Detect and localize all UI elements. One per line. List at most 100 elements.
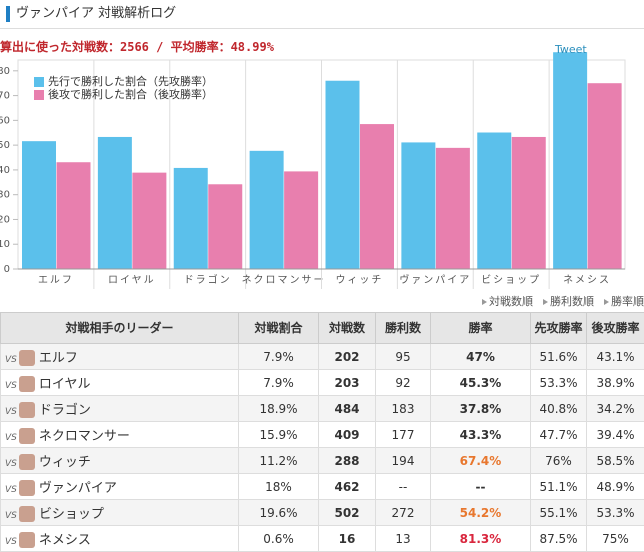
rate-cell: 37.8% <box>431 396 531 422</box>
vs-label: VS <box>5 433 17 443</box>
vs-label: VS <box>5 381 17 391</box>
bar <box>360 124 394 269</box>
wins-cell: 92 <box>376 370 431 396</box>
leader-icon <box>19 428 35 444</box>
vs-label: VS <box>5 485 17 495</box>
sort-link[interactable]: 対戦数順 <box>482 295 533 308</box>
column-header[interactable]: 対戦数 <box>319 313 376 344</box>
bar <box>326 81 360 269</box>
leader-name: ロイヤル <box>39 377 91 392</box>
sort-link[interactable]: 勝利数順 <box>543 295 594 308</box>
leader-name: ヴァンパイア <box>39 481 117 496</box>
vs-label: VS <box>5 459 17 469</box>
first-cell: 47.7% <box>531 422 587 448</box>
x-tick-label: ウィッチ <box>335 274 383 286</box>
wins-cell: 13 <box>376 526 431 552</box>
tweet-button[interactable]: Tweet <box>555 43 587 56</box>
first-cell: 53.3% <box>531 370 587 396</box>
leader-name: ネメシス <box>39 533 91 548</box>
column-header[interactable]: 対戦相手のリーダー <box>1 313 239 344</box>
y-tick-label: 10 <box>0 239 10 250</box>
name-cell: VS ビショップ <box>1 500 239 526</box>
rate-cell: 47% <box>431 344 531 370</box>
rate-cell: 67.4% <box>431 448 531 474</box>
column-header[interactable]: 勝率 <box>431 313 531 344</box>
column-header[interactable]: 後攻勝率 <box>587 313 644 344</box>
y-tick-label: 80 <box>0 66 10 77</box>
battles-cell: 288 <box>319 448 376 474</box>
leader-icon <box>19 506 35 522</box>
leader-icon <box>19 376 35 392</box>
share-cell: 11.2% <box>239 448 319 474</box>
share-cell: 7.9% <box>239 344 319 370</box>
first-cell: 40.8% <box>531 396 587 422</box>
wins-cell: -- <box>376 474 431 500</box>
bar <box>553 52 587 269</box>
leader-name: ネクロマンサー <box>39 429 130 444</box>
legend-label: 先行で勝利した割合（先攻勝率） <box>48 74 213 88</box>
table: 対戦相手のリーダー対戦割合対戦数勝利数勝率先攻勝率後攻勝率 VS エルフ 7.9%20… <box>0 312 644 552</box>
x-tick-label: エルフ <box>38 275 74 286</box>
second-cell: 39.4% <box>587 422 644 448</box>
column-header[interactable]: 対戦割合 <box>239 313 319 344</box>
column-header[interactable]: 勝利数 <box>376 313 431 344</box>
leader-name: エルフ <box>39 351 78 366</box>
vs-label: VS <box>5 511 17 521</box>
leader-icon <box>19 532 35 548</box>
rate-cell: -- <box>431 474 531 500</box>
leader-icon <box>19 350 35 366</box>
battles-cell: 203 <box>319 370 376 396</box>
battles-cell: 16 <box>319 526 376 552</box>
x-tick-label: ビショップ <box>481 274 541 286</box>
second-cell: 34.2% <box>587 396 644 422</box>
sort-links: 対戦数順勝利数順勝率順 <box>472 293 644 309</box>
share-cell: 19.6% <box>239 500 319 526</box>
battles-cell: 409 <box>319 422 376 448</box>
bar <box>22 141 56 269</box>
first-cell: 55.1% <box>531 500 587 526</box>
bar <box>174 168 208 269</box>
y-tick-label: 30 <box>0 190 10 201</box>
wins-cell: 95 <box>376 344 431 370</box>
first-cell: 51.6% <box>531 344 587 370</box>
x-tick-label: ネクロマンサー <box>242 274 326 286</box>
battles-cell: 502 <box>319 500 376 526</box>
bar <box>57 162 91 269</box>
sort-link[interactable]: 勝率順 <box>604 295 644 308</box>
leader-name: ウィッチ <box>39 455 91 470</box>
y-tick-label: 0 <box>4 264 10 275</box>
x-tick-label: ネメシス <box>563 274 611 286</box>
rate-cell: 45.3% <box>431 370 531 396</box>
vs-label: VS <box>5 355 17 365</box>
bar <box>401 142 435 269</box>
wins-cell: 183 <box>376 396 431 422</box>
column-header[interactable]: 先攻勝率 <box>531 313 587 344</box>
wins-cell: 194 <box>376 448 431 474</box>
bar <box>208 184 242 269</box>
x-tick-label: ロイヤル <box>108 275 156 286</box>
battles-cell: 484 <box>319 396 376 422</box>
y-tick-label: 40 <box>0 165 10 176</box>
y-tick-label: 60 <box>0 115 10 126</box>
bar <box>436 148 470 269</box>
second-cell: 58.5% <box>587 448 644 474</box>
name-cell: VS ロイヤル <box>1 370 239 396</box>
wins-cell: 272 <box>376 500 431 526</box>
share-cell: 7.9% <box>239 370 319 396</box>
bar <box>250 151 284 269</box>
second-cell: 53.3% <box>587 500 644 526</box>
share-cell: 0.6% <box>239 526 319 552</box>
leader-icon <box>19 454 35 470</box>
first-cell: 87.5% <box>531 526 587 552</box>
name-cell: VS エルフ <box>1 344 239 370</box>
leader-name: ビショップ <box>39 507 104 522</box>
legend-swatch <box>34 77 44 87</box>
legend-swatch <box>34 90 44 100</box>
